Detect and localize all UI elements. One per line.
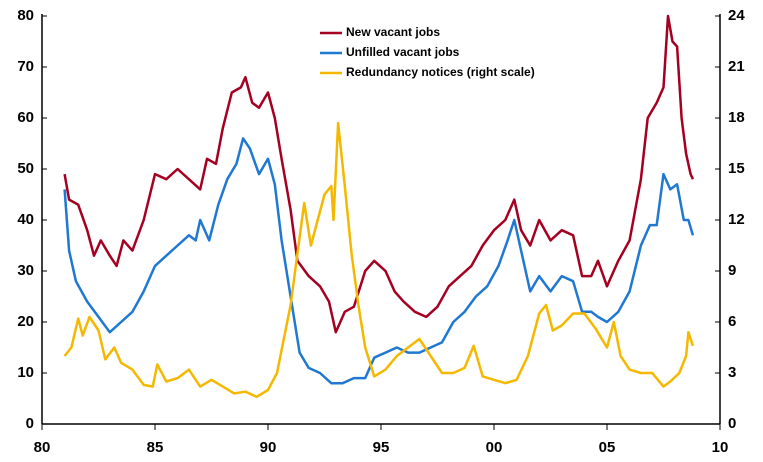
x-tick-label: 90	[260, 439, 277, 456]
y2-tick-label: 15	[728, 160, 745, 177]
legend-label: Redundancy notices (right scale)	[346, 65, 535, 79]
x-tick-label: 80	[34, 439, 51, 456]
series-line	[63, 137, 695, 385]
y-tick-label: 50	[17, 160, 34, 177]
y-tick-label: 80	[17, 7, 34, 24]
y-tick-label: 10	[17, 364, 34, 381]
y2-tick-label: 18	[728, 109, 745, 126]
y-tick-label: 60	[17, 109, 34, 126]
y-tick-label: 40	[17, 211, 34, 228]
y-tick-label: 70	[17, 58, 34, 75]
x-tick-label: 00	[486, 439, 503, 456]
y2-tick-label: 3	[728, 364, 736, 381]
y-tick-label: 20	[17, 313, 34, 330]
y2-tick-label: 21	[728, 58, 745, 75]
y2-tick-label: 12	[728, 211, 745, 228]
x-tick-label: 05	[599, 439, 616, 456]
y2-tick-label: 6	[728, 313, 736, 330]
x-tick-label: 95	[373, 439, 390, 456]
legend-label: Unfilled vacant jobs	[346, 45, 460, 59]
y2-tick-label: 24	[728, 7, 745, 24]
x-tick-label: 10	[712, 439, 729, 456]
legend-label: New vacant jobs	[346, 25, 440, 39]
y-tick-label: 0	[26, 415, 34, 432]
y2-tick-label: 9	[728, 262, 736, 279]
y2-tick-label: 0	[728, 415, 736, 432]
series-line	[63, 121, 695, 399]
x-tick-label: 85	[147, 439, 164, 456]
y-tick-label: 30	[17, 262, 34, 279]
series-line	[63, 14, 695, 334]
